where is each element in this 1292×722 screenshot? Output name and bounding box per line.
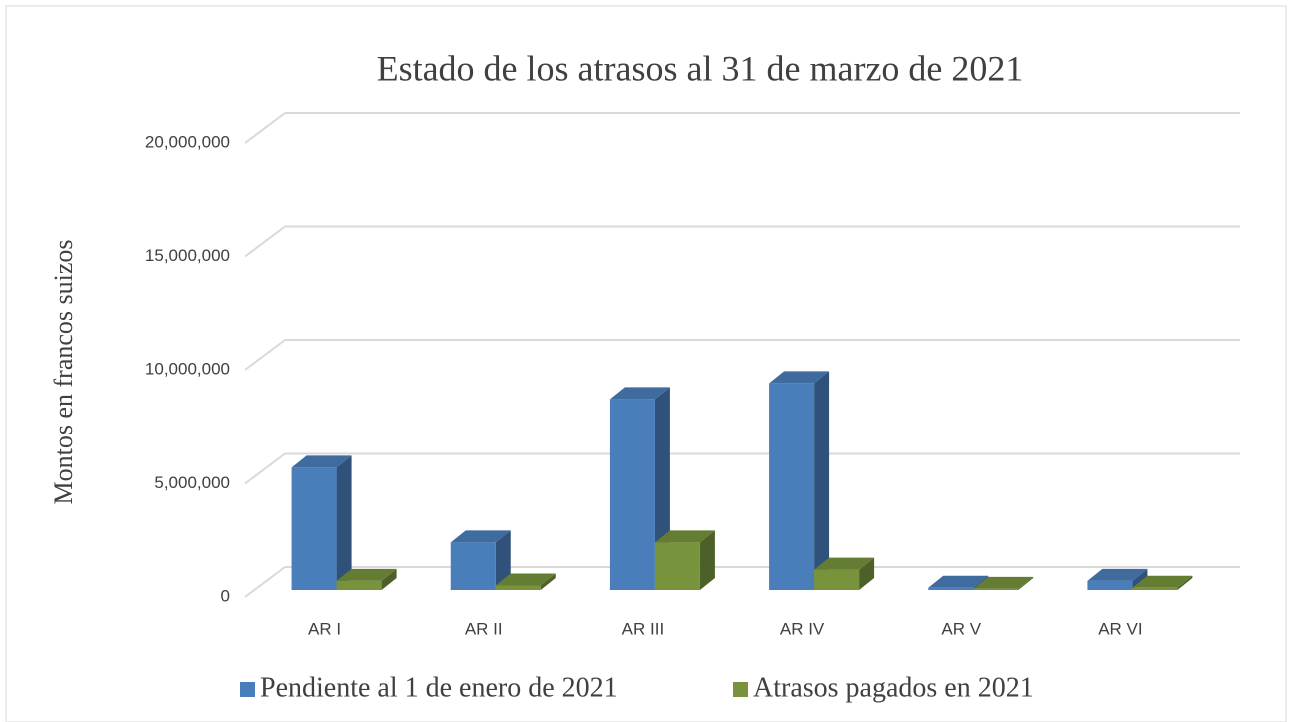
- bar-top: [609, 387, 670, 400]
- grid-line-side: [244, 452, 286, 485]
- bar: [609, 399, 655, 590]
- bar: [336, 580, 382, 590]
- bar: [814, 569, 860, 590]
- bar: [928, 587, 974, 590]
- x-tick-label: AR IV: [780, 619, 825, 638]
- x-tick-label: AR II: [465, 619, 503, 638]
- x-tick-label: AR V: [941, 619, 981, 638]
- bar: [495, 585, 541, 590]
- legend-swatch: [240, 682, 255, 697]
- bar: [450, 542, 496, 590]
- bar-side: [336, 455, 352, 590]
- bar-top: [291, 455, 352, 468]
- bar-side: [699, 530, 715, 590]
- y-tick-label: 0: [221, 586, 230, 605]
- bar-top: [450, 530, 511, 543]
- bar: [973, 588, 1019, 590]
- bar-top: [495, 573, 556, 586]
- bar-top: [1087, 568, 1148, 581]
- bar-top: [769, 371, 830, 384]
- bar: [1087, 580, 1133, 590]
- bar-side: [540, 573, 556, 590]
- bar: [654, 542, 700, 590]
- bar-top: [973, 576, 1034, 589]
- bar-side: [1177, 575, 1193, 590]
- bar-top: [336, 568, 397, 581]
- legend-label: Atrasos pagados en 2021: [753, 672, 1034, 703]
- bar-side: [1018, 576, 1034, 590]
- y-axis-label: Montos en francos suizos: [49, 239, 78, 504]
- bar-top: [814, 557, 875, 570]
- grid-line-side: [244, 225, 286, 258]
- grid-line-side: [244, 112, 286, 144]
- bar-side: [814, 371, 830, 590]
- bar-side: [859, 557, 875, 590]
- grid-line-side: [244, 566, 286, 598]
- y-tick-label: 5,000,000: [154, 473, 230, 492]
- y-tick-label: 20,000,000: [145, 132, 230, 151]
- bar: [1132, 587, 1178, 590]
- bar: [291, 467, 337, 590]
- chart-title: Estado de los atrasos al 31 de marzo de …: [377, 48, 1024, 88]
- bar-top: [1132, 575, 1193, 588]
- bar-side: [495, 530, 511, 590]
- grid-line-side: [244, 339, 286, 371]
- legend-label: Pendiente al 1 de enero de 2021: [260, 672, 618, 703]
- bar-top: [654, 530, 715, 543]
- y-tick-label: 10,000,000: [145, 359, 230, 378]
- x-tick-label: AR I: [308, 619, 341, 638]
- x-tick-label: AR VI: [1098, 619, 1142, 638]
- x-tick-label: AR III: [622, 619, 665, 638]
- bar-top: [928, 575, 989, 588]
- bar: [769, 383, 815, 590]
- y-tick-label: 15,000,000: [145, 246, 230, 265]
- legend-swatch: [733, 682, 748, 697]
- chart-border: [5, 5, 1287, 722]
- bar-side: [381, 568, 397, 590]
